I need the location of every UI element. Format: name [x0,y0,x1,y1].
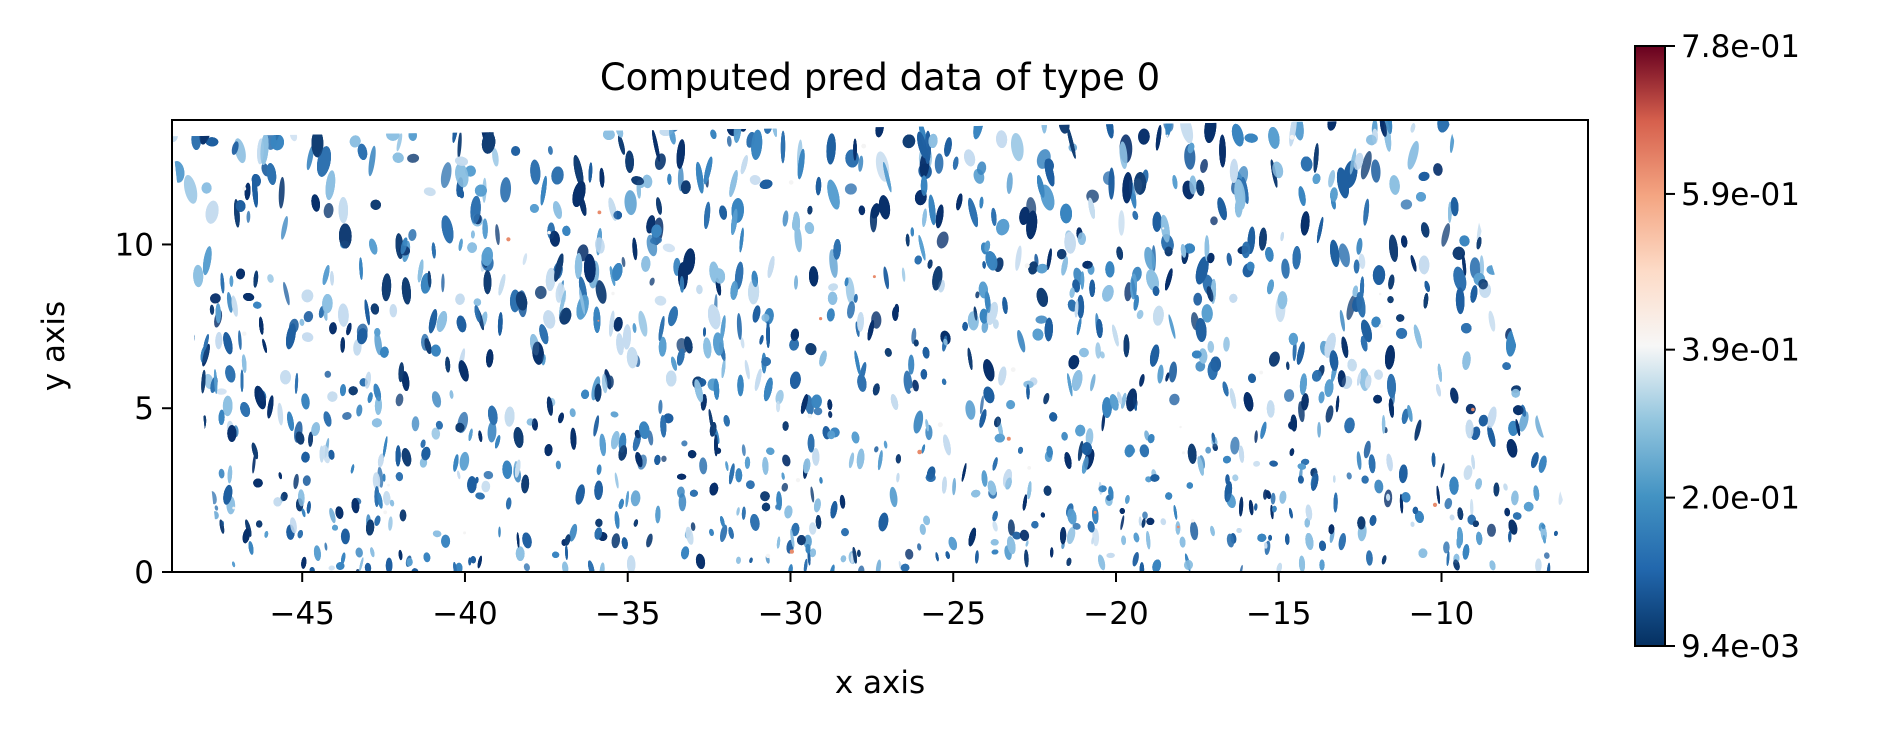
colorbar-ticks: 9.4e-03 2.0e-01 3.9e-01 5.9e-01 7.8e-01 [1665,29,1800,665]
colorbar-tick-label: 9.4e-03 [1681,629,1800,665]
x-tick-label: −15 [1246,596,1311,632]
y-axis: 0 5 10 [115,227,172,591]
heatmap-field [172,120,1585,572]
y-tick-label: 0 [134,555,154,591]
x-tick-label: −45 [269,596,334,632]
colorbar-tick-label: 3.9e-01 [1681,333,1800,369]
x-tick-label: −10 [1409,596,1474,632]
plot-area [171,119,1589,573]
x-tick-label: −25 [921,596,986,632]
y-tick-label: 10 [115,227,154,263]
x-tick-label: −30 [758,596,823,632]
x-tick-label: −35 [595,596,660,632]
x-axis: −45 −40 −35 −30 −25 −20 −15 −10 [269,572,1474,632]
colorbar-gradient [1634,45,1666,647]
x-tick-label: −20 [1083,596,1148,632]
y-axis-label: y axis [36,301,72,391]
colorbar-tick-label: 5.9e-01 [1681,177,1800,213]
colorbar-tick-label: 2.0e-01 [1681,481,1800,517]
chart-title: Computed pred data of type 0 [600,56,1160,99]
x-axis-label: x axis [835,665,925,701]
colorbar-tick-label: 7.8e-01 [1681,29,1800,65]
colorbar: 9.4e-03 2.0e-01 3.9e-01 5.9e-01 7.8e-01 [1634,29,1800,665]
x-tick-label: −40 [432,596,497,632]
plot-frame [171,119,1589,573]
y-tick-label: 5 [134,391,154,427]
